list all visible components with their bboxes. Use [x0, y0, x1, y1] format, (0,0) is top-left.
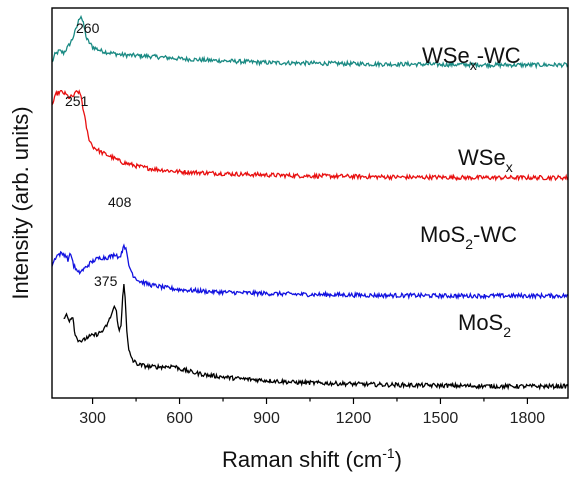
series-line-mos2: [63, 284, 569, 391]
plot-frame: [51, 7, 569, 399]
series-line-wsex-wc: [51, 14, 569, 70]
series-label-mos2: MoS2: [458, 310, 511, 340]
x-tick-label-300: 300: [79, 410, 106, 427]
x-tick-label-600: 600: [166, 410, 193, 427]
y-axis-title: Intensity (arb. units): [8, 106, 33, 299]
x-tick-label-1800: 1800: [510, 410, 546, 427]
peak-label-408: 408: [108, 194, 132, 210]
series-label-mos2-wc: MoS2-WC: [420, 222, 517, 252]
peak-label-251: 251: [65, 93, 89, 109]
x-axis-title: Raman shift (cm-1): [222, 445, 402, 472]
series-line-mos2-wc: [51, 243, 569, 301]
series-line-wsex: [51, 89, 569, 182]
series-label-wsex-wc: WSex-WC: [422, 43, 521, 73]
peak-label-260: 260: [76, 20, 100, 36]
x-tick-label-1500: 1500: [423, 410, 459, 427]
peak-label-375: 375: [94, 273, 118, 289]
x-tick-label-900: 900: [253, 410, 280, 427]
series-label-wsex: WSex: [458, 145, 513, 175]
x-tick-label-1200: 1200: [336, 410, 372, 427]
